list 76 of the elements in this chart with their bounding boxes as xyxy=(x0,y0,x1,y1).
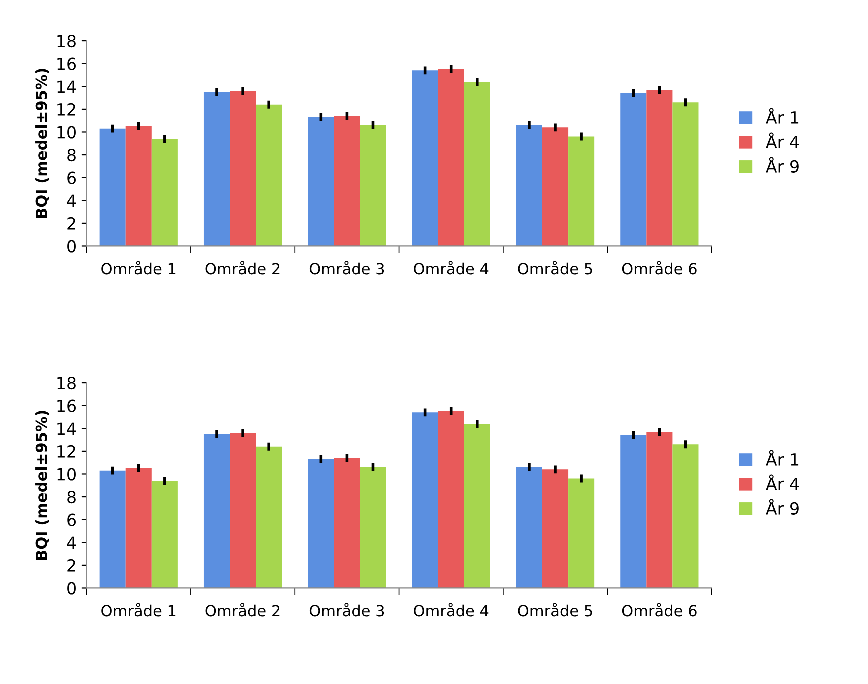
bar xyxy=(126,126,152,246)
y-tick-label: 14 xyxy=(58,80,76,93)
bar xyxy=(100,470,126,588)
y-tick-label: 2 xyxy=(68,217,76,230)
bar xyxy=(542,128,569,246)
y-tick-label: 10 xyxy=(58,468,76,481)
y-tick-label: 0 xyxy=(68,582,76,595)
x-tick-label: Område 6 xyxy=(622,261,697,275)
y-tick-label: 4 xyxy=(67,536,76,549)
x-tick-label: Område 3 xyxy=(310,603,384,617)
bar xyxy=(152,139,178,246)
y-tick-label: 2 xyxy=(68,559,76,572)
x-tick-label: Område 5 xyxy=(518,603,592,617)
y-tick-label: 18 xyxy=(58,377,76,390)
y-tick-label: 16 xyxy=(58,58,76,70)
bar xyxy=(334,458,360,588)
y-tick-label: 12 xyxy=(58,445,76,458)
bar xyxy=(438,412,464,588)
x-tick-label: Område 5 xyxy=(518,261,592,275)
bar xyxy=(646,90,673,246)
x-tick-label: Område 4 xyxy=(414,603,489,617)
legend-label: År 4 xyxy=(766,132,800,148)
y-axis-title: BQI (medel±95%) xyxy=(36,69,50,218)
x-tick-label: Område 1 xyxy=(102,603,176,617)
bar xyxy=(542,470,569,588)
bar xyxy=(230,91,256,246)
y-tick-label: 10 xyxy=(58,126,76,139)
bar xyxy=(516,125,542,246)
bar xyxy=(126,468,152,588)
bar xyxy=(464,82,490,246)
legend-label: År 9 xyxy=(766,157,799,173)
bar xyxy=(438,70,464,246)
bar xyxy=(256,104,282,246)
y-tick-label: 8 xyxy=(68,149,76,162)
x-tick-label: Område 2 xyxy=(206,603,280,617)
bar xyxy=(230,433,256,588)
bar xyxy=(568,478,595,588)
bar xyxy=(672,102,699,246)
legend-label: År 1 xyxy=(766,108,799,124)
x-tick-label: Område 2 xyxy=(206,261,280,275)
y-tick-label: 0 xyxy=(68,240,76,253)
bar xyxy=(308,459,334,588)
bar xyxy=(646,432,673,588)
bar xyxy=(620,435,647,588)
bar xyxy=(672,444,699,588)
bar xyxy=(204,92,230,246)
bar xyxy=(152,481,178,588)
y-tick-label: 4 xyxy=(67,194,76,207)
y-tick-label: 14 xyxy=(58,422,76,435)
x-tick-label: Område 1 xyxy=(102,261,176,275)
legend-label: År 4 xyxy=(766,474,800,490)
bar xyxy=(412,70,438,246)
y-tick-label: 18 xyxy=(58,35,76,48)
bar xyxy=(256,446,282,588)
y-tick-label: 16 xyxy=(58,400,76,412)
x-tick-label: Område 4 xyxy=(414,261,489,275)
bar xyxy=(100,128,126,246)
x-tick-label: Område 6 xyxy=(622,603,697,617)
bar xyxy=(360,125,386,246)
x-tick-label: Område 3 xyxy=(310,261,384,275)
bar xyxy=(620,93,647,246)
y-tick-label: 12 xyxy=(58,103,76,116)
legend-label: År 9 xyxy=(766,499,799,515)
y-tick-label: 6 xyxy=(68,172,76,184)
y-tick-label: 6 xyxy=(68,514,76,526)
bar xyxy=(568,136,595,246)
bar xyxy=(204,434,230,588)
y-tick-label: 8 xyxy=(68,491,76,504)
bar xyxy=(412,412,438,588)
y-axis-title: BQI (medel±95%) xyxy=(36,411,50,560)
bar xyxy=(360,467,386,588)
bar xyxy=(334,116,360,246)
bar xyxy=(464,424,490,588)
bar xyxy=(516,467,542,588)
bar xyxy=(308,117,334,246)
legend-label: År 1 xyxy=(766,450,799,466)
